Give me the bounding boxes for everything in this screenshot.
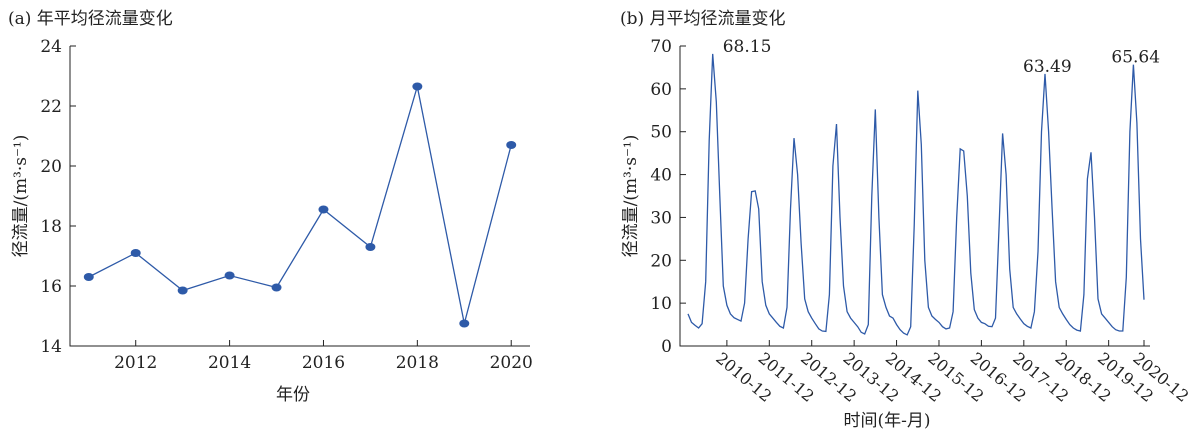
panel-annual-axis-lines — [69, 46, 530, 347]
y-tick-label: 22 — [40, 97, 62, 117]
y-tick-label: 60 — [650, 80, 672, 100]
x-tick-label: 2020 — [490, 353, 533, 373]
y-tick-label: 70 — [650, 37, 672, 57]
panel-monthly-plot: 68.15 63.49 65.64 — [687, 37, 1160, 336]
y-tick-label: 50 — [650, 123, 672, 143]
annual-data-point — [318, 205, 329, 214]
annual-data-point — [459, 319, 470, 328]
annual-data-point — [365, 243, 376, 251]
peak-annotation: 65.64 — [1111, 48, 1160, 68]
y-tick-label: 14 — [40, 337, 62, 357]
panel-monthly: (b) 月平均径流量变化 径流量/(m³·s⁻¹) 时间(年-月) 0 10 20 3… — [620, 9, 1193, 431]
x-tick-label: 2014 — [208, 353, 251, 373]
panel-annual-xlabel: 年份 — [276, 385, 310, 405]
y-tick-label: 0 — [661, 337, 672, 357]
peak-annotation: 68.15 — [723, 37, 772, 57]
y-tick-label: 18 — [40, 217, 62, 237]
annual-data-point — [412, 82, 423, 91]
y-tick-label: 30 — [650, 208, 672, 228]
x-tick-label: 2016 — [302, 353, 345, 373]
y-tick-label: 20 — [40, 157, 62, 177]
annual-data-point — [506, 141, 517, 149]
annual-data-point — [130, 249, 141, 257]
annual-data-point — [271, 283, 282, 292]
y-tick-label: 16 — [40, 277, 62, 297]
panel-annual-axes: 14 16 18 20 22 24 2012 2014 2016 2018 2020 — [40, 37, 532, 373]
panel-annual-ylabel: 径流量/(m³·s⁻¹) — [11, 135, 31, 258]
panel-monthly-ylabel: 径流量/(m³·s⁻¹) — [621, 135, 641, 258]
y-tick-label: 20 — [650, 251, 672, 271]
panel-monthly-title: (b) 月平均径流量变化 — [620, 9, 786, 29]
y-tick-label: 40 — [650, 166, 672, 186]
panel-annual-plot — [83, 82, 517, 328]
x-tick-label: 2012 — [114, 353, 157, 373]
y-tick-label: 10 — [650, 294, 672, 314]
monthly-series-line — [687, 53, 1145, 336]
y-tick-label: 24 — [40, 37, 62, 57]
peak-annotation: 63.49 — [1023, 57, 1072, 77]
annual-data-point — [177, 286, 188, 295]
panel-annual: (a) 年平均径流量变化 径流量/(m³·s⁻¹) 年份 14 16 18 20 22 2… — [8, 9, 533, 405]
annual-data-point — [224, 271, 235, 280]
annual-series-line — [88, 86, 512, 324]
panel-monthly-xlabel: 时间(年-月) — [843, 411, 930, 431]
annual-data-point — [83, 273, 94, 281]
panel-monthly-axes: 0102030405060702010-122011-122012-122013… — [650, 37, 1192, 406]
x-tick-label: 2018 — [396, 353, 439, 373]
panel-annual-title: (a) 年平均径流量变化 — [8, 9, 173, 29]
